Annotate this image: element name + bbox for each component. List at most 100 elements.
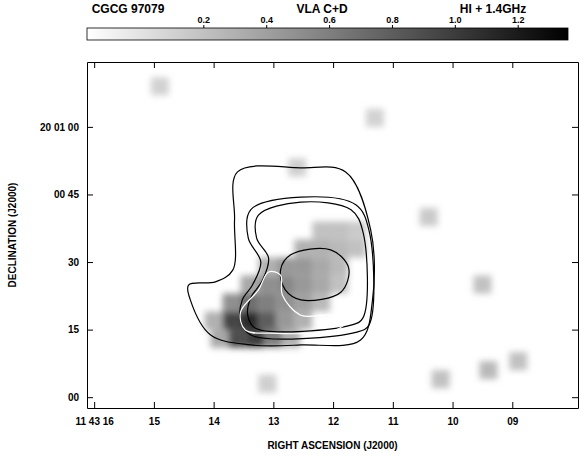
cell bbox=[312, 276, 330, 294]
cell bbox=[223, 312, 241, 330]
tick-mark bbox=[333, 62, 334, 68]
tick: 09 bbox=[507, 402, 519, 427]
cell bbox=[294, 276, 312, 294]
tick-label: 1.2 bbox=[512, 15, 525, 25]
tick: 10 bbox=[447, 402, 459, 427]
colorbar-axis: 0.2 0.4 0.6 0.8 1.0 1.2 bbox=[88, 15, 569, 29]
cell bbox=[258, 294, 276, 312]
axis-line bbox=[578, 63, 579, 409]
cell bbox=[312, 294, 330, 312]
tick bbox=[572, 194, 578, 195]
tick bbox=[572, 397, 578, 398]
cell bbox=[366, 109, 384, 127]
chart: 11 43 161514131211100900153000 4520 01 0… bbox=[0, 0, 586, 461]
tick-mark bbox=[455, 25, 456, 28]
tick: 0.8 bbox=[386, 15, 399, 28]
cell bbox=[205, 312, 223, 330]
x-axis-top bbox=[88, 62, 579, 68]
cell bbox=[229, 330, 247, 348]
tick-label: 15 bbox=[149, 416, 161, 427]
tick-mark bbox=[393, 62, 394, 68]
cell bbox=[348, 240, 366, 258]
plot-area bbox=[151, 77, 527, 392]
tick-mark bbox=[273, 62, 274, 68]
tick-mark bbox=[214, 402, 215, 408]
cell bbox=[479, 361, 497, 379]
tick-mark bbox=[572, 194, 578, 195]
image-cells bbox=[151, 77, 527, 392]
contour bbox=[240, 271, 346, 333]
tick: 00 45 bbox=[54, 189, 93, 200]
x-axis: 11 43 1615141312111009 bbox=[75, 402, 578, 427]
tick-label: 11 bbox=[388, 416, 399, 427]
tick-mark bbox=[572, 330, 578, 331]
tick-mark bbox=[512, 62, 513, 68]
tick bbox=[572, 262, 578, 263]
cell bbox=[294, 312, 312, 330]
title: VLA C+D bbox=[296, 2, 348, 16]
cell bbox=[330, 221, 348, 239]
axis-line bbox=[88, 28, 569, 29]
y-axis-right bbox=[572, 63, 579, 409]
tick-label: 12 bbox=[328, 416, 340, 427]
tick-mark bbox=[203, 25, 204, 28]
tick-label: 0.8 bbox=[386, 15, 399, 25]
tick: 1.2 bbox=[512, 15, 525, 28]
tick-mark bbox=[453, 62, 454, 68]
tick: 15 bbox=[68, 324, 93, 335]
tick-label: 20 01 00 bbox=[40, 122, 79, 133]
tick-mark bbox=[154, 402, 155, 408]
cell bbox=[294, 294, 312, 312]
cell bbox=[473, 276, 491, 294]
tick-mark bbox=[453, 402, 454, 408]
tick bbox=[512, 62, 513, 68]
contour bbox=[187, 166, 374, 346]
tick bbox=[214, 62, 215, 68]
tick-mark bbox=[154, 62, 155, 68]
tick-label: 10 bbox=[447, 416, 459, 427]
tick: 11 bbox=[388, 402, 399, 427]
tick-mark bbox=[518, 25, 519, 28]
tick: 20 01 00 bbox=[40, 122, 93, 133]
tick-mark bbox=[572, 397, 578, 398]
cell bbox=[223, 294, 241, 312]
tick: 11 43 16 bbox=[75, 402, 114, 427]
contour bbox=[240, 197, 374, 339]
tick-mark bbox=[266, 25, 267, 28]
cell bbox=[151, 77, 169, 95]
cell bbox=[509, 352, 527, 370]
tick-mark bbox=[87, 397, 93, 398]
tick bbox=[393, 62, 394, 68]
colorbar bbox=[87, 28, 568, 40]
tick-label: 0.2 bbox=[198, 15, 211, 25]
contour bbox=[280, 248, 349, 300]
cell bbox=[294, 240, 312, 258]
tick: 00 bbox=[68, 392, 93, 403]
tick-label: 00 bbox=[68, 392, 80, 403]
cell bbox=[258, 375, 276, 393]
tick bbox=[453, 62, 454, 68]
tick bbox=[94, 62, 95, 68]
tick-mark bbox=[572, 127, 578, 128]
tick-mark bbox=[94, 62, 95, 68]
title: HI + 1.4GHz bbox=[460, 2, 526, 16]
cell bbox=[294, 258, 312, 276]
tick: 0.6 bbox=[323, 15, 336, 28]
tick: 0.4 bbox=[260, 15, 273, 28]
tick bbox=[154, 62, 155, 68]
cell bbox=[420, 208, 438, 226]
cell bbox=[258, 312, 276, 330]
tick-mark bbox=[214, 62, 215, 68]
tick-mark bbox=[94, 402, 95, 408]
title: CGCG 97079 bbox=[92, 2, 165, 16]
tick-mark bbox=[512, 402, 513, 408]
tick-label: 11 43 16 bbox=[75, 416, 114, 427]
cell bbox=[348, 221, 366, 239]
tick-mark bbox=[87, 262, 93, 263]
tick-label: 1.0 bbox=[449, 15, 462, 25]
tick-label: 13 bbox=[268, 416, 280, 427]
tick-label: 0.6 bbox=[323, 15, 336, 25]
plot-background bbox=[87, 62, 578, 408]
tick: 13 bbox=[268, 402, 280, 427]
y-axis-title: DECLINATION (J2000) bbox=[7, 183, 18, 288]
